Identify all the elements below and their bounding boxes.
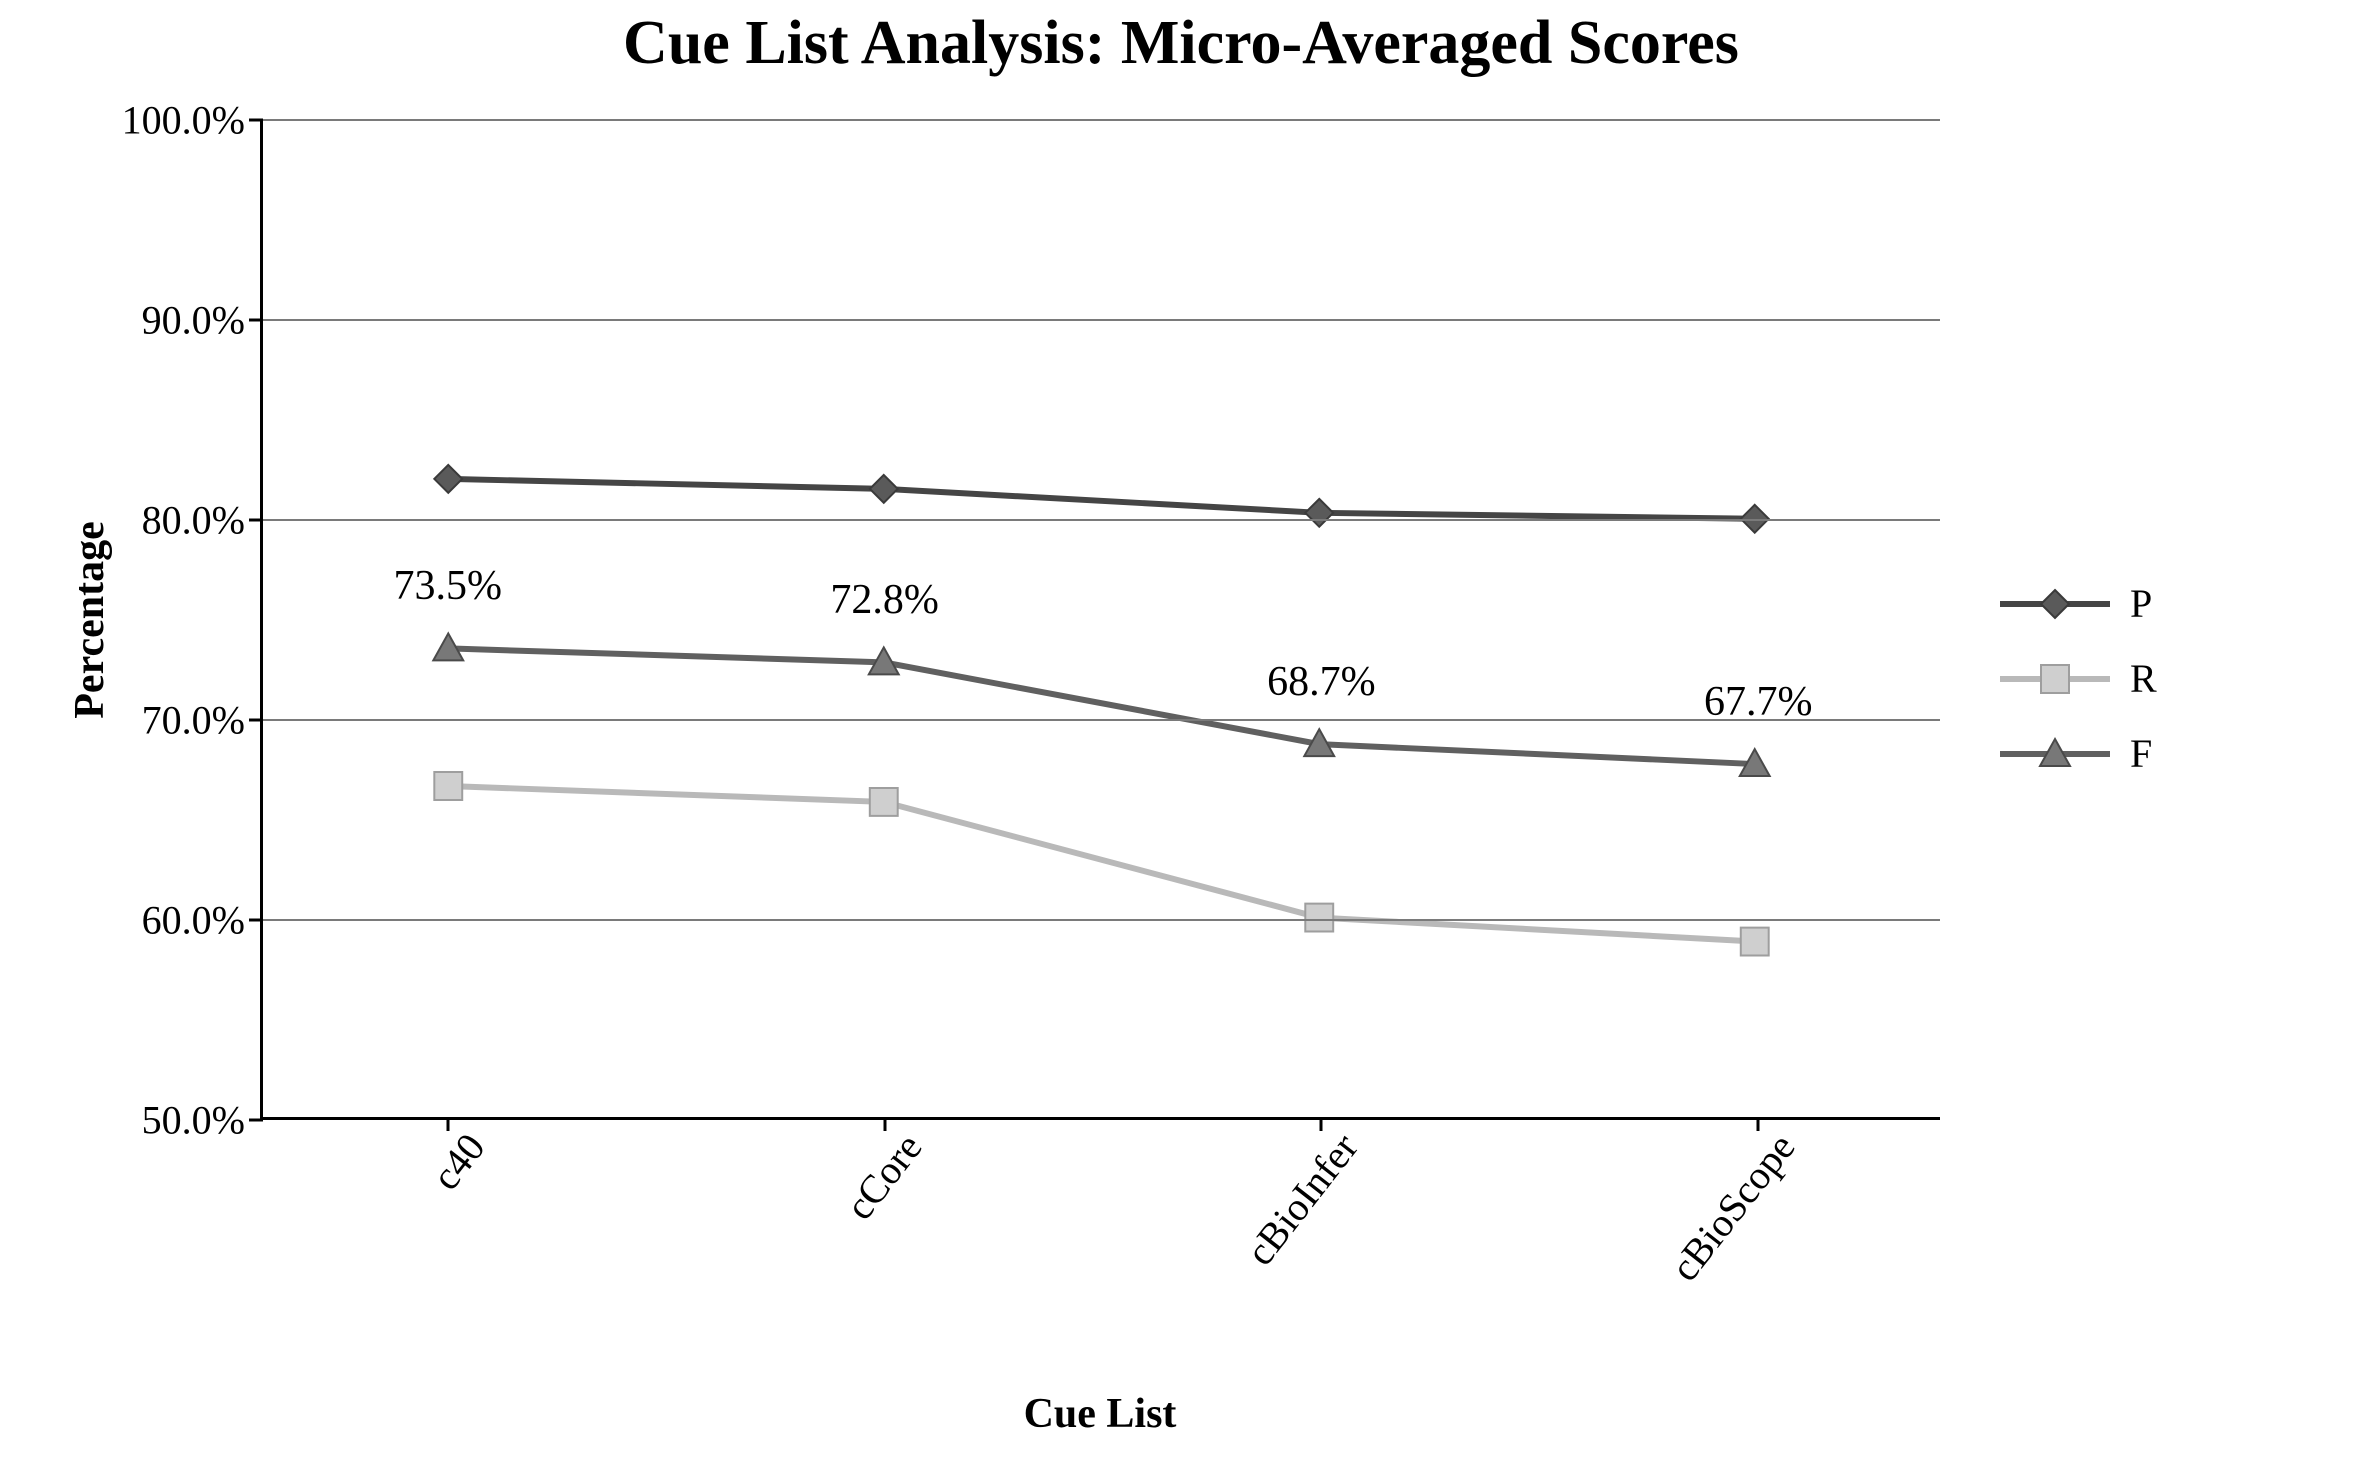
legend-swatch bbox=[2000, 676, 2110, 682]
ytick-label: 70.0% bbox=[142, 697, 263, 744]
x-axis-title: Cue List bbox=[1024, 1390, 1177, 1438]
marker-R bbox=[1741, 928, 1769, 956]
marker-R bbox=[434, 772, 462, 800]
legend-item-R: R bbox=[2000, 655, 2157, 702]
chart-container: Cue List Analysis: Micro-Averaged Scores… bbox=[0, 0, 2362, 1472]
legend-item-F: F bbox=[2000, 730, 2157, 777]
ytick-label: 80.0% bbox=[142, 497, 263, 544]
data-label-F: 73.5% bbox=[394, 562, 503, 610]
gridline bbox=[263, 119, 1940, 121]
gridline bbox=[263, 719, 1940, 721]
ytick-label: 90.0% bbox=[142, 297, 263, 344]
ytick-label: 50.0% bbox=[142, 1097, 263, 1144]
legend-label: F bbox=[2130, 730, 2152, 777]
chart-svg bbox=[263, 120, 1940, 1117]
marker-P bbox=[434, 465, 462, 493]
plot-area: 50.0%60.0%70.0%80.0%90.0%100.0%c40cCorec… bbox=[260, 120, 1940, 1120]
legend: PRF bbox=[2000, 580, 2157, 805]
gridline bbox=[263, 519, 1940, 521]
series-line-F bbox=[448, 648, 1754, 764]
xtick-label: cBioScope bbox=[1651, 1117, 1804, 1290]
chart-title: Cue List Analysis: Micro-Averaged Scores bbox=[0, 8, 2362, 79]
data-label-F: 72.8% bbox=[830, 576, 939, 624]
marker-R bbox=[1305, 904, 1333, 932]
y-axis-title: Percentage bbox=[66, 521, 114, 718]
xtick-label: c40 bbox=[412, 1117, 494, 1199]
series-line-P bbox=[448, 479, 1754, 519]
data-label-F: 67.7% bbox=[1704, 678, 1813, 726]
ytick-label: 60.0% bbox=[142, 897, 263, 944]
xtick-label: cBioInfer bbox=[1227, 1117, 1368, 1274]
legend-swatch bbox=[2000, 751, 2110, 757]
legend-item-P: P bbox=[2000, 580, 2157, 627]
marker-P bbox=[1305, 499, 1333, 527]
ytick-label: 100.0% bbox=[122, 97, 263, 144]
legend-label: P bbox=[2130, 580, 2152, 627]
marker-P bbox=[870, 475, 898, 503]
gridline bbox=[263, 919, 1940, 921]
marker-R bbox=[870, 788, 898, 816]
legend-label: R bbox=[2130, 655, 2157, 702]
legend-swatch bbox=[2000, 601, 2110, 607]
data-label-F: 68.7% bbox=[1267, 658, 1376, 706]
xtick-label: cCore bbox=[826, 1117, 931, 1229]
gridline bbox=[263, 319, 1940, 321]
